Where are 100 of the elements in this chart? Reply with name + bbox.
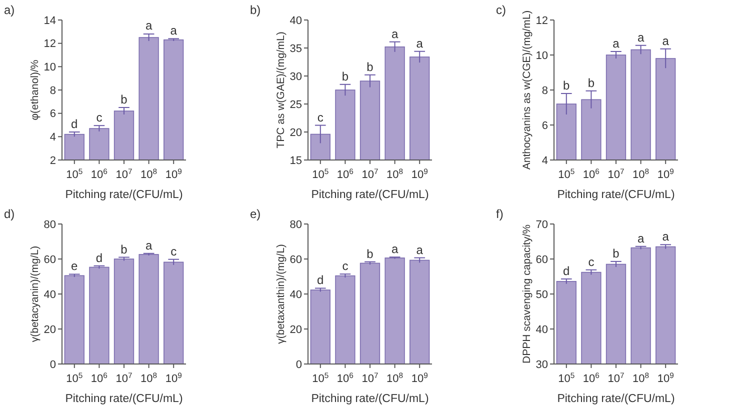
y-tick-label: 4: [50, 132, 56, 144]
x-tick-label: 10$^{9}$: [165, 166, 182, 181]
x-tick-label: 10$^{6}$: [336, 370, 354, 385]
y-tick-label: 20: [44, 324, 56, 336]
y-tick-label: 30: [290, 70, 302, 83]
y-axis-title: γ(betaxanthin)/(mg/L): [275, 244, 287, 344]
x-tick-label: 10$^{9}$: [657, 166, 674, 181]
bar: [89, 266, 110, 364]
bar: [335, 275, 356, 364]
y-tick-label: 8: [50, 84, 56, 97]
x-tick-label: 10$^{7}$: [362, 166, 378, 181]
y-tick-label: 15: [290, 154, 302, 167]
x-tick-label: 10$^{6}$: [336, 166, 354, 181]
annotation: b: [120, 242, 128, 256]
x-tick-label: 10$^{5}$: [558, 370, 575, 385]
y-tick-label: 40: [290, 288, 302, 301]
chart-title: e): [250, 207, 261, 221]
x-tick-label: 10$^{5}$: [312, 370, 329, 385]
x-tick-label: 10$^{9}$: [411, 370, 428, 385]
bar: [164, 262, 184, 364]
annotation: d: [71, 117, 78, 131]
y-tick-label: 30: [536, 358, 548, 371]
x-tick-label: 10$^{8}$: [140, 370, 158, 385]
annotation: a: [662, 34, 670, 48]
y-tick-label: 10: [44, 62, 56, 74]
annotation: c: [588, 254, 594, 269]
y-tick-label: 40: [290, 14, 302, 27]
y-tick-label: 40: [536, 324, 548, 336]
chart-title: a): [4, 3, 15, 17]
x-tick-label: 10$^{7}$: [608, 166, 624, 181]
annotation: a: [170, 24, 178, 38]
x-axis-title: Pitching rate/(CFU/mL): [557, 189, 675, 201]
x-tick-label: 10$^{7}$: [608, 370, 624, 385]
bar: [64, 275, 84, 364]
x-axis-title: Pitching rate/(CFU/mL): [65, 189, 183, 201]
annotation: b: [588, 76, 595, 90]
bar: [310, 290, 330, 364]
y-tick-label: 70: [536, 218, 548, 231]
y-tick-label: 10: [536, 50, 548, 62]
annotation: c: [170, 244, 177, 258]
x-tick-label: 10$^{5}$: [66, 370, 83, 385]
y-tick-label: 50: [536, 288, 548, 301]
annotation: c: [342, 259, 348, 274]
annotation: e: [71, 259, 78, 274]
x-tick-label: 10$^{8}$: [632, 166, 650, 181]
y-axis-title: φ(ethanol)/%: [29, 60, 41, 120]
y-tick-label: 35: [290, 42, 302, 55]
annotation: b: [366, 246, 374, 261]
annotation: a: [145, 18, 152, 32]
annotation: d: [563, 264, 570, 278]
y-tick-label: 40: [44, 288, 56, 301]
annotation: a: [637, 30, 644, 44]
chart-title: c): [496, 3, 506, 17]
x-tick-label: 10$^{7}$: [116, 370, 132, 385]
y-tick-label: 2: [50, 154, 56, 167]
y-tick-label: 80: [290, 218, 302, 231]
x-tick-label: 10$^{8}$: [140, 166, 158, 181]
y-axis-title: DPPH scavenging capacity/%: [521, 224, 533, 364]
x-tick-label: 10$^{8}$: [632, 370, 650, 385]
x-axis-title: Pitching rate/(CFU/mL): [311, 189, 429, 201]
x-tick-label: 10$^{5}$: [66, 166, 83, 181]
annotation: b: [612, 246, 620, 260]
annotation: a: [637, 231, 644, 246]
x-tick-label: 10$^{5}$: [558, 166, 575, 181]
annotation: a: [145, 238, 152, 252]
y-tick-label: 80: [44, 218, 56, 231]
y-tick-label: 12: [536, 14, 548, 27]
y-tick-label: 8: [542, 84, 548, 97]
y-tick-label: 12: [44, 38, 56, 50]
bar: [384, 258, 405, 364]
chart-title: b): [250, 3, 261, 17]
bar: [114, 258, 134, 364]
x-tick-label: 10$^{6}$: [582, 166, 600, 181]
y-tick-label: 14: [44, 14, 56, 27]
x-axis-title: Pitching rate/(CFU/mL): [65, 393, 183, 405]
bar: [138, 254, 159, 364]
y-tick-label: 6: [50, 108, 56, 120]
annotation: a: [391, 26, 398, 41]
x-axis-title: Pitching rate/(CFU/mL): [311, 393, 429, 405]
y-tick-label: 4: [542, 154, 548, 167]
x-tick-label: 10$^{7}$: [116, 166, 132, 181]
y-tick-label: 60: [536, 254, 548, 266]
y-tick-label: 60: [44, 254, 56, 266]
y-axis-title: TPC as w(GAE)/(mg/mL): [275, 32, 287, 148]
annotation: a: [612, 36, 620, 50]
y-axis-title: γ(betacyanin)/(mg/L): [29, 246, 41, 342]
annotation: d: [96, 250, 103, 265]
x-tick-label: 10$^{9}$: [165, 370, 182, 385]
y-tick-label: 0: [296, 358, 302, 371]
annotation: d: [317, 273, 324, 288]
x-tick-label: 10$^{8}$: [386, 370, 404, 385]
x-tick-label: 10$^{9}$: [411, 166, 428, 181]
annotation: b: [342, 69, 349, 84]
annotation: c: [96, 110, 102, 125]
x-tick-label: 10$^{5}$: [312, 166, 329, 181]
chart-title: d): [4, 207, 15, 221]
annotation: b: [120, 92, 128, 106]
y-tick-label: 20: [290, 126, 302, 139]
y-tick-label: 20: [290, 324, 302, 336]
annotation: a: [416, 242, 424, 257]
